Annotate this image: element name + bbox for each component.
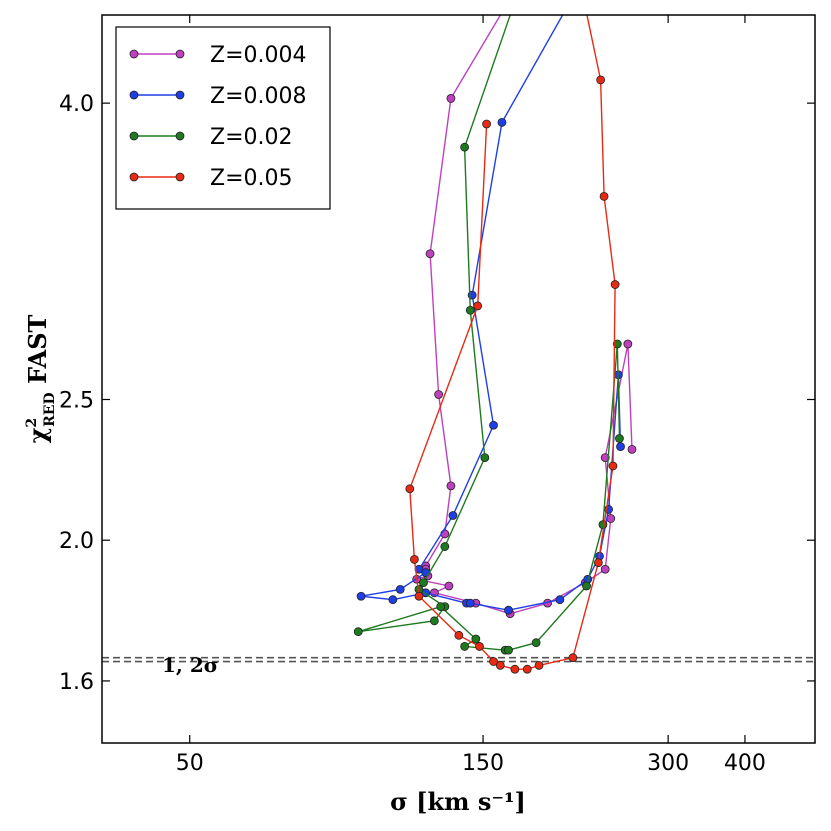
data-point <box>555 595 565 605</box>
data-point <box>429 616 439 626</box>
data-series <box>353 0 637 674</box>
data-point <box>446 94 456 103</box>
legend-marker <box>175 172 185 182</box>
data-point <box>480 453 490 462</box>
legend-marker <box>175 90 185 100</box>
x-tick-label: 400 <box>724 751 766 776</box>
data-point <box>489 420 498 430</box>
legend-marker <box>175 49 185 59</box>
y-axis-label: χ2 RED FAST <box>23 314 58 443</box>
data-point <box>454 630 464 640</box>
data-point <box>495 660 505 670</box>
data-point <box>600 564 610 574</box>
data-point <box>444 581 454 591</box>
data-point <box>598 520 608 530</box>
plot-frame <box>101 14 816 744</box>
y-tick-label: 2.0 <box>59 529 94 554</box>
legend-label: Z=0.004 <box>210 43 307 68</box>
data-point <box>566 0 574 5</box>
data-point <box>353 627 363 637</box>
data-point <box>504 645 513 655</box>
y-tick-label: 2.5 <box>59 389 94 414</box>
data-point <box>497 117 507 127</box>
x-axis-label: σ [km s⁻¹] <box>390 787 526 816</box>
data-point <box>473 301 483 311</box>
legend-item-3: Z=0.02 <box>129 125 293 150</box>
x-tick-label: 50 <box>176 751 204 776</box>
x-tick-label: 300 <box>647 751 689 776</box>
legend-label: Z=0.05 <box>210 166 293 191</box>
data-point <box>395 584 405 594</box>
data-point <box>534 660 544 670</box>
data-point <box>440 542 450 551</box>
data-point <box>568 653 578 663</box>
data-point <box>489 657 498 666</box>
series-4 <box>405 0 620 674</box>
series-line <box>358 15 621 651</box>
data-point <box>436 602 446 612</box>
data-point <box>446 481 456 491</box>
legend-marker <box>129 90 139 100</box>
legend-marker <box>175 131 185 141</box>
data-point <box>623 339 633 349</box>
y-tick-label: 1.6 <box>59 670 94 695</box>
data-point <box>582 581 591 591</box>
data-point <box>612 339 622 349</box>
data-point <box>475 642 484 651</box>
y-tick-label: 4.0 <box>59 92 94 117</box>
data-point <box>599 192 609 201</box>
axis-ticks: 50 150 300 400 1.6 2.0 2.5 4.0 <box>59 15 815 776</box>
data-point <box>531 638 541 648</box>
y-axis-label-tail: FAST <box>23 314 52 392</box>
threshold-lines <box>102 656 815 663</box>
data-point <box>419 578 428 587</box>
legend-label: Z=0.008 <box>210 84 307 109</box>
data-point <box>615 434 624 443</box>
data-point <box>627 444 637 454</box>
data-point <box>460 642 470 651</box>
data-point <box>504 605 513 615</box>
data-point <box>434 390 444 399</box>
data-point <box>511 0 519 5</box>
data-point <box>580 0 588 5</box>
legend-item-2: Z=0.008 <box>129 84 307 109</box>
data-point <box>388 595 398 605</box>
data-point <box>465 305 475 315</box>
y-axis-label-main: χ <box>23 427 52 443</box>
y-axis-label-sub: RED <box>42 392 58 426</box>
data-point <box>425 249 435 259</box>
legend-label: Z=0.02 <box>210 125 293 150</box>
threshold-label: 1, 2σ <box>162 653 219 677</box>
data-point <box>610 280 620 289</box>
data-point <box>448 511 458 520</box>
legend-item-1: Z=0.004 <box>129 43 307 68</box>
legend: Z=0.004 Z=0.008 Z=0.02 Z=0.05 <box>115 26 331 210</box>
data-point <box>465 598 475 608</box>
data-point <box>593 558 603 568</box>
series-3 <box>353 0 624 655</box>
data-point <box>522 664 532 674</box>
data-point <box>356 591 366 601</box>
data-point <box>414 591 424 601</box>
data-point <box>482 119 491 129</box>
x-tick-label: 150 <box>462 751 504 776</box>
data-point <box>608 461 618 471</box>
data-point <box>510 664 520 674</box>
legend-marker <box>129 49 139 59</box>
legend-marker <box>129 172 139 182</box>
data-point <box>596 75 606 85</box>
legend-items: Z=0.004 Z=0.008 Z=0.02 Z=0.05 <box>129 43 307 191</box>
data-point <box>460 142 470 152</box>
data-point <box>405 484 415 494</box>
legend-marker <box>129 131 139 141</box>
legend-box <box>115 26 331 210</box>
data-point <box>410 555 419 564</box>
legend-item-4: Z=0.05 <box>129 166 293 191</box>
data-point <box>616 442 625 452</box>
data-point <box>600 453 610 462</box>
data-point <box>505 0 513 5</box>
data-point <box>471 634 481 644</box>
y-axis-label-sup: 2 <box>24 418 40 428</box>
